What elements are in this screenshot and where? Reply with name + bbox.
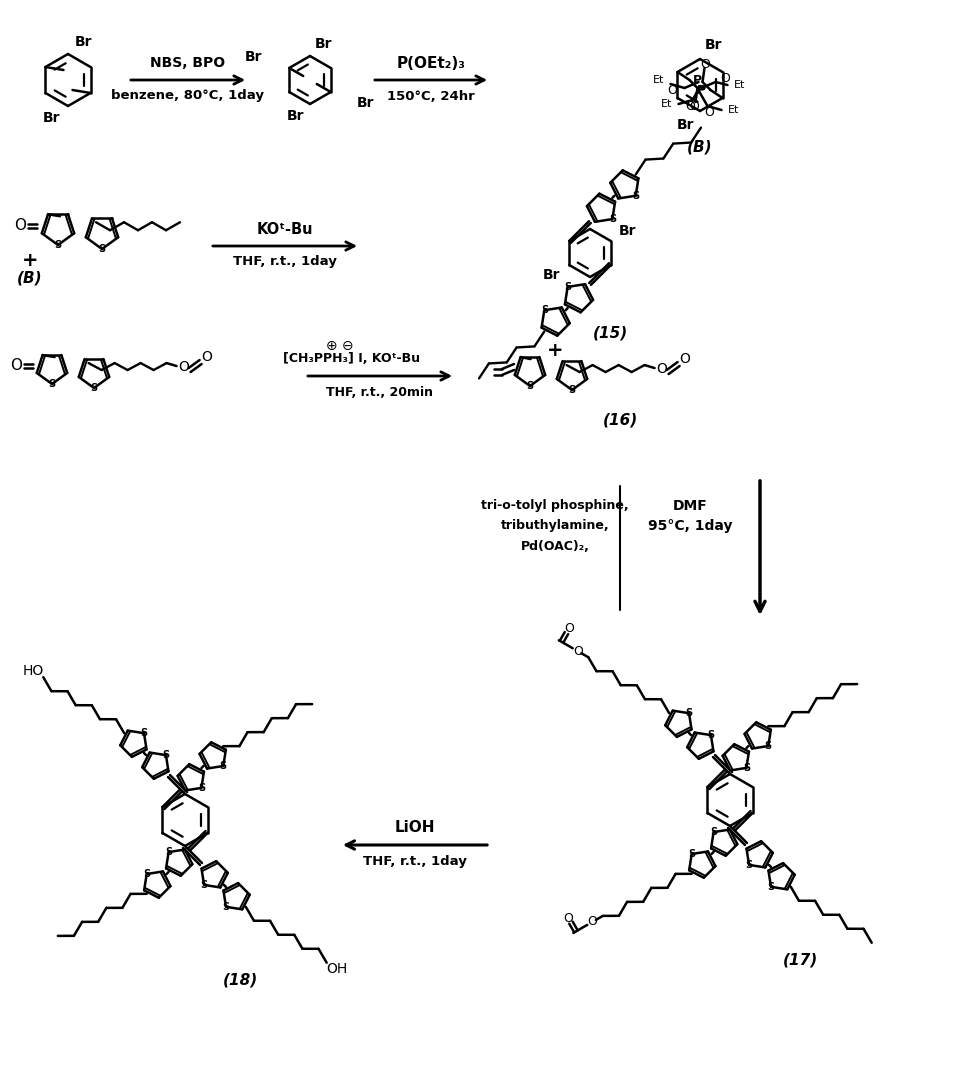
Text: S: S	[685, 708, 693, 718]
Text: (18): (18)	[222, 972, 258, 987]
Text: Br: Br	[43, 111, 60, 125]
Text: S: S	[710, 827, 718, 837]
Text: THF, r.t., 20min: THF, r.t., 20min	[327, 387, 434, 400]
Text: +: +	[547, 340, 563, 360]
Text: O: O	[178, 360, 189, 374]
Text: S: S	[99, 244, 105, 254]
Text: S: S	[222, 902, 230, 912]
Text: Br: Br	[543, 268, 560, 282]
Text: S: S	[764, 741, 772, 751]
Text: [CH₃PPH₃] I, KOᵗ-Bu: [CH₃PPH₃] I, KOᵗ-Bu	[284, 351, 421, 365]
Text: NBS, BPO: NBS, BPO	[150, 56, 225, 70]
Text: O: O	[564, 622, 574, 635]
Text: KOᵗ-Bu: KOᵗ-Bu	[257, 222, 313, 238]
Text: S: S	[688, 849, 696, 859]
Text: LiOH: LiOH	[395, 820, 435, 835]
Text: Et: Et	[728, 105, 740, 114]
Text: O: O	[14, 218, 26, 233]
Text: S: S	[564, 282, 571, 292]
Text: THF, r.t., 1day: THF, r.t., 1day	[233, 256, 337, 269]
Text: Br: Br	[357, 96, 375, 110]
Text: OH: OH	[327, 961, 348, 975]
Text: S: S	[632, 191, 639, 201]
Text: ⊕ ⊖: ⊕ ⊖	[326, 339, 354, 353]
Text: S: S	[742, 762, 750, 773]
Text: (15): (15)	[592, 325, 627, 340]
Text: O: O	[720, 72, 730, 85]
Text: Br: Br	[287, 109, 305, 123]
Text: S: S	[745, 860, 753, 869]
Text: (16): (16)	[603, 413, 638, 428]
Text: S: S	[767, 881, 775, 892]
Text: O: O	[700, 57, 711, 70]
Text: S: S	[141, 728, 148, 739]
Text: S: S	[707, 730, 715, 740]
Text: Br: Br	[677, 118, 695, 132]
Text: 150°C, 24hr: 150°C, 24hr	[387, 90, 475, 103]
Text: S: S	[200, 880, 208, 890]
Text: S: S	[568, 384, 576, 395]
Text: P: P	[693, 75, 702, 87]
Text: S: S	[540, 306, 548, 315]
Text: O: O	[201, 350, 212, 364]
Text: HO: HO	[22, 664, 43, 678]
Text: THF, r.t., 1day: THF, r.t., 1day	[363, 854, 467, 867]
Text: P: P	[696, 83, 706, 96]
Text: S: S	[90, 383, 98, 393]
Text: tri-o-tolyl phosphine,: tri-o-tolyl phosphine,	[481, 499, 628, 513]
Text: O: O	[686, 99, 696, 112]
Text: S: S	[608, 214, 616, 224]
Text: S: S	[143, 869, 150, 879]
Text: O: O	[573, 645, 582, 658]
Text: S: S	[527, 381, 534, 391]
Text: S: S	[165, 847, 172, 858]
Text: (17): (17)	[783, 953, 817, 968]
Text: O: O	[690, 99, 699, 112]
Text: S: S	[219, 761, 227, 771]
Text: O: O	[704, 106, 715, 119]
Text: tributhylamine,: tributhylamine,	[501, 519, 609, 532]
Text: O: O	[587, 916, 598, 929]
Text: (B): (B)	[687, 139, 713, 154]
Text: 95°C, 1day: 95°C, 1day	[648, 519, 732, 534]
Text: O: O	[679, 352, 690, 366]
Text: O: O	[10, 359, 22, 374]
Text: Et: Et	[652, 75, 664, 85]
Text: S: S	[55, 240, 61, 249]
Text: Br: Br	[705, 38, 722, 52]
Text: S: S	[197, 783, 205, 793]
Text: Pd(OAC)₂,: Pd(OAC)₂,	[520, 540, 589, 553]
Text: DMF: DMF	[673, 499, 707, 513]
Text: Br: Br	[619, 224, 637, 238]
Text: Et: Et	[661, 99, 673, 109]
Text: O: O	[563, 912, 574, 924]
Text: S: S	[162, 751, 170, 760]
Text: +: +	[22, 251, 38, 270]
Text: Et: Et	[734, 80, 745, 90]
Text: P(OEt₂)₃: P(OEt₂)₃	[397, 55, 466, 70]
Text: benzene, 80°C, 1day: benzene, 80°C, 1day	[111, 90, 264, 103]
Text: Br: Br	[315, 37, 332, 51]
Text: Br: Br	[245, 50, 262, 64]
Text: O: O	[656, 362, 667, 376]
Text: O: O	[668, 83, 677, 96]
Text: (B): (B)	[17, 270, 43, 285]
Text: S: S	[49, 379, 56, 389]
Text: Br: Br	[76, 35, 93, 49]
